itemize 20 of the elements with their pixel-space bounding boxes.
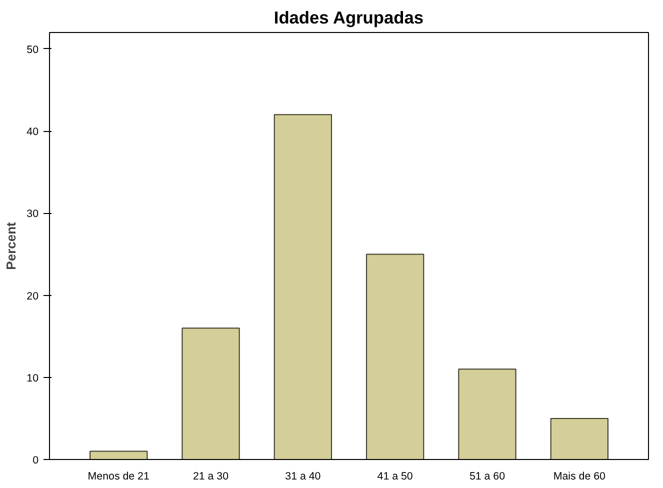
x-tick-label: Menos de 21	[88, 470, 150, 482]
y-tick-label: 10	[26, 372, 39, 384]
y-tick-label: 20	[26, 290, 39, 302]
y-axis-title: Percent	[4, 221, 19, 270]
y-tick-label: 0	[32, 454, 39, 466]
y-tick-label: 40	[26, 126, 39, 138]
bar	[550, 418, 608, 460]
chart-title: Idades Agrupadas	[274, 8, 424, 28]
bar	[274, 114, 332, 460]
y-tick-label: 30	[26, 208, 39, 220]
x-tick-label: Mais de 60	[553, 470, 606, 482]
x-tick-label: 31 a 40	[285, 470, 321, 482]
bar	[182, 328, 240, 460]
y-tick-label: 50	[26, 44, 39, 56]
bar	[90, 450, 148, 460]
bar	[458, 368, 516, 460]
x-tick-label: 21 a 30	[192, 470, 229, 482]
x-tick-label: 51 a 60	[469, 470, 506, 482]
x-tick-label: 41 a 50	[377, 470, 413, 482]
bar	[366, 254, 424, 460]
